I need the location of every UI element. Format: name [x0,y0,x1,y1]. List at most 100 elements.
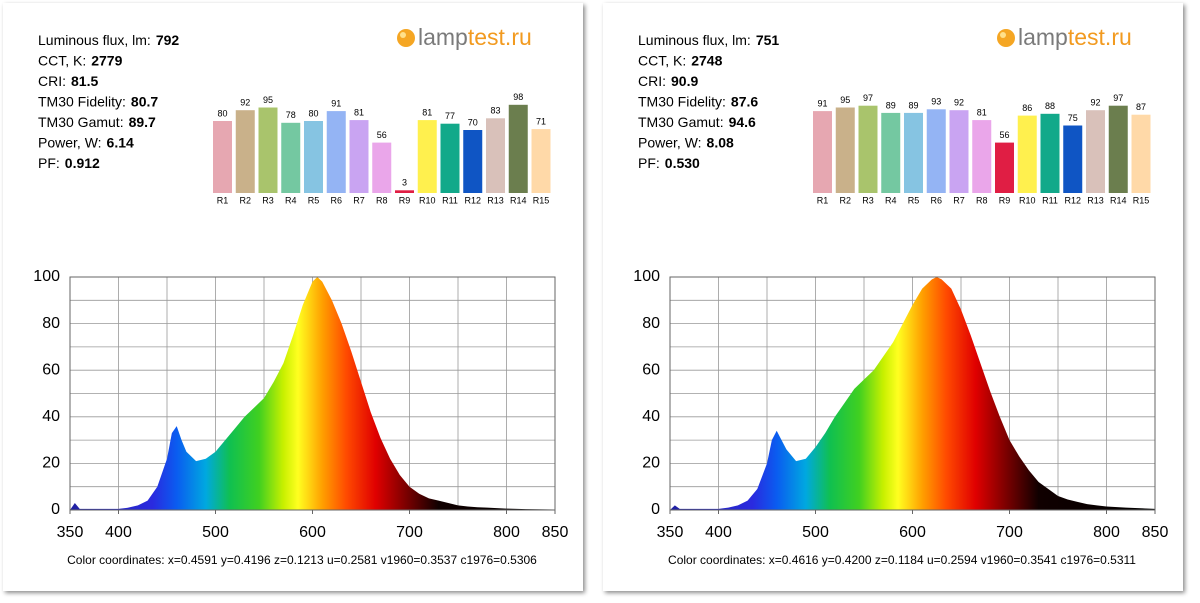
bar [835,107,855,193]
bar-value-label: 56 [377,130,387,140]
bar [926,109,946,193]
bar [304,121,323,193]
y-tick-label: 40 [42,408,60,425]
stat-label: CRI: [638,73,666,89]
x-tick-label: 700 [996,524,1023,541]
brand-icon-shine [400,32,406,38]
stat-label: CCT, K: [38,52,86,68]
bar-value-label: 92 [240,98,250,108]
bar [1063,125,1083,193]
y-tick-label: 40 [642,408,660,425]
bar [213,121,232,193]
stat: TM30 Gamut: 94.6 [638,114,756,130]
stat-label: CCT, K: [638,52,686,68]
bar [904,112,923,193]
panel: Luminous flux, lm: 751 CCT, K: 2748 CRI: 90.9… [603,3,1183,591]
stat-label: TM30 Gamut: [638,114,724,130]
bar-value-label: 98 [513,92,523,102]
bar-category-label: R11 [442,195,458,205]
bar-category-label: R14 [510,195,527,205]
brand-icon [397,29,415,47]
bar [949,110,969,193]
bar-value-label: 88 [1045,101,1055,111]
color-coordinates: Color coordinates: x=0.4591 y=0.4196 z=0… [67,553,537,567]
stat: TM30 Fidelity: 80.7 [38,93,158,109]
stat: PF: 0.530 [638,155,700,171]
bar-category-label: R3 [262,195,274,205]
bar-value-label: 97 [1113,93,1123,103]
bar-value-label: 97 [863,93,873,103]
bar-category-label: R14 [1110,195,1127,205]
stat-value: 2748 [691,52,722,68]
bar-category-label: R15 [1133,195,1150,205]
stat: PF: 0.912 [38,155,100,171]
stat-value: 0.530 [665,155,700,171]
bar [235,110,255,193]
bar [372,142,392,193]
bar [881,112,901,193]
color-coordinates: Color coordinates: x=0.4616 y=0.4200 z=0… [668,553,1136,567]
bar [395,190,414,193]
bar-value-label: 75 [1068,113,1078,123]
bar-value-label: 77 [445,111,455,121]
stat-value: 87.6 [731,93,758,109]
bar-category-label: R2 [839,195,851,205]
stat-label: Luminous flux, lm: [638,32,751,48]
stat-value: 0.912 [65,155,100,171]
stat-value: 6.14 [107,134,134,150]
x-tick-label: 700 [396,524,423,541]
x-tick-label: 500 [202,524,229,541]
bar-value-label: 89 [908,100,918,110]
brand-icon-shine [1000,32,1006,38]
bar [995,142,1014,193]
bar-category-label: R10 [419,195,436,205]
stat-value: 81.5 [71,73,98,89]
bar [440,123,460,193]
panel: Luminous flux, lm: 792 CCT, K: 2779 CRI: 81.5… [3,3,583,591]
stat-value: 792 [156,32,180,48]
bar-value-label: 71 [536,116,546,126]
brand-part: lamp [1018,24,1068,50]
bar-value-label: 81 [977,107,987,117]
y-tick-label: 80 [642,315,660,332]
bar-value-label: 92 [1090,98,1100,108]
bar [1017,115,1037,193]
bar-category-label: R7 [353,195,365,205]
bar [508,104,528,193]
bar-category-label: R12 [464,195,481,205]
bar-category-label: R12 [1064,195,1081,205]
spectrum-area [670,277,1155,510]
bar [813,111,832,193]
x-tick-label: 400 [105,524,132,541]
bar-category-label: R13 [1087,195,1104,205]
stat: Power, W: 8.08 [638,134,734,150]
stat-value: 751 [756,32,780,48]
bar-category-label: R13 [487,195,504,205]
y-tick-label: 0 [51,501,60,518]
bar-category-label: R6 [330,195,342,205]
x-tick-label: 800 [1093,524,1120,541]
bar-category-label: R3 [862,195,874,205]
x-tick-label: 850 [1142,524,1169,541]
stat-label: CRI: [38,73,66,89]
brand-part: test.ru [468,24,532,50]
x-tick-label: 600 [899,524,926,541]
stat: Luminous flux, lm: 792 [38,32,179,48]
brand-part: test.ru [1068,24,1132,50]
bar-category-label: R7 [953,195,965,205]
x-tick-label: 400 [705,524,732,541]
bar-value-label: 83 [490,106,500,116]
bar [1086,110,1105,193]
bar-category-label: R2 [239,195,251,205]
bar-value-label: 91 [817,98,827,108]
stat-label: Power, W: [638,134,702,150]
bar [463,130,483,193]
bar-value-label: 70 [468,117,478,127]
bar-category-label: R9 [399,195,411,205]
y-tick-label: 100 [33,268,60,285]
x-tick-label: 350 [657,524,684,541]
bar-category-label: R4 [285,195,297,205]
bar-category-label: R5 [308,195,320,205]
bar [858,105,878,193]
